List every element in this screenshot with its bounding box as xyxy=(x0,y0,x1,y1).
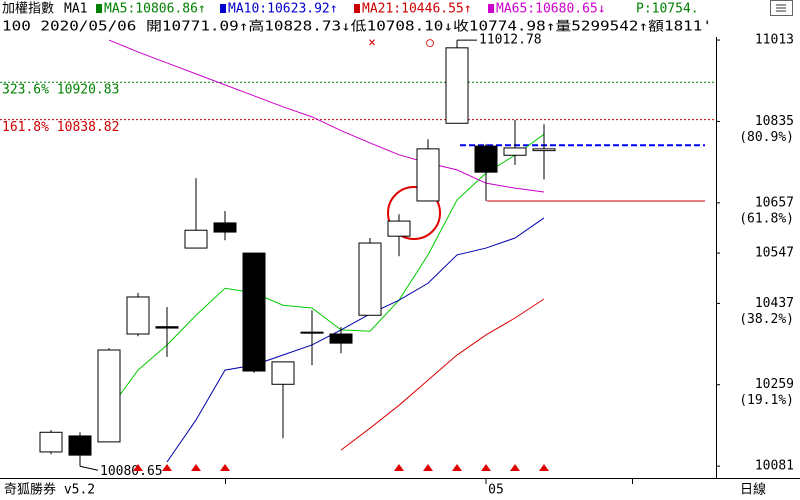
candle-body xyxy=(300,331,324,334)
x-tick-label: 05 xyxy=(488,483,504,498)
quote-line: 100 2020/05/06 開10771.09↑高10828.73↓低1070… xyxy=(2,19,712,35)
low-pointer xyxy=(79,465,99,471)
y-tick-label: 10259 xyxy=(755,377,794,392)
header-item: MA65:10680.65↓ xyxy=(496,2,606,17)
legend-swatch xyxy=(488,4,494,13)
candle-body xyxy=(329,333,353,344)
candle-body xyxy=(126,296,150,335)
signal-triangle xyxy=(220,464,230,471)
ma-line xyxy=(340,298,545,451)
signal-triangle xyxy=(452,464,462,471)
candle-body xyxy=(358,242,382,316)
level-label: 161.8% 10838.82 xyxy=(2,120,119,135)
y-tick-note: (80.9%) xyxy=(739,130,794,145)
candle-body xyxy=(68,435,92,456)
candle-body xyxy=(445,47,469,124)
signal-triangle xyxy=(481,464,491,471)
header-item: MA21:10446.55↑ xyxy=(362,2,472,17)
legend-swatch xyxy=(220,4,226,13)
candle-body xyxy=(242,252,266,372)
legend-swatch xyxy=(354,4,360,13)
candle-body xyxy=(184,229,208,249)
y-tick-note: (38.2%) xyxy=(739,312,794,327)
signal-marker: × xyxy=(368,36,376,51)
header-item: 加權指數 xyxy=(2,2,54,17)
candle-body xyxy=(387,220,411,237)
header-item: P:10754. xyxy=(636,2,699,17)
ma-line xyxy=(166,217,545,463)
signal-triangle xyxy=(539,464,549,471)
y-tick-label: 10835 xyxy=(755,114,794,129)
window-button-icon xyxy=(776,4,786,12)
candle-body xyxy=(271,361,295,385)
candle-body xyxy=(213,222,237,233)
signal-triangle xyxy=(510,464,520,471)
highlight-circle xyxy=(387,186,441,240)
y-tick-note: (19.1%) xyxy=(739,393,794,408)
signal-triangle xyxy=(162,464,172,471)
ma-line xyxy=(108,39,545,193)
low-label: 10080.65 xyxy=(100,464,163,479)
candle-body xyxy=(532,148,556,152)
y-tick-label: 11013 xyxy=(755,33,794,48)
footer-left: 奇狐勝券 v5.2 xyxy=(4,482,95,498)
signal-triangle xyxy=(394,464,404,471)
header-item: MA1 xyxy=(64,2,87,17)
header-item: MA10:10623.92↑ xyxy=(228,2,338,17)
signal-triangle xyxy=(423,464,433,471)
signal-triangle xyxy=(191,464,201,471)
level-label: 323.6% 10920.83 xyxy=(2,83,119,98)
candle-body xyxy=(416,148,440,202)
footer-right: 日線 xyxy=(740,482,766,498)
candle-body xyxy=(474,145,498,173)
candle-body xyxy=(155,326,179,329)
signal-marker: ○ xyxy=(426,36,434,51)
y-tick-label: 10081 xyxy=(755,459,794,474)
y-tick-label: 10657 xyxy=(755,195,794,210)
high-label: 11012.78 xyxy=(479,33,542,48)
candle-body xyxy=(503,147,527,156)
y-tick-label: 10437 xyxy=(755,296,794,311)
ma-line xyxy=(108,133,545,411)
legend-swatch xyxy=(96,4,102,13)
y-tick-note: (61.8%) xyxy=(739,211,794,226)
signal-triangle xyxy=(133,464,143,471)
candle-body xyxy=(39,431,63,453)
candle-body xyxy=(97,349,121,443)
header-item: MA5:10806.86↑ xyxy=(104,2,206,17)
y-tick-label: 10547 xyxy=(755,246,794,261)
